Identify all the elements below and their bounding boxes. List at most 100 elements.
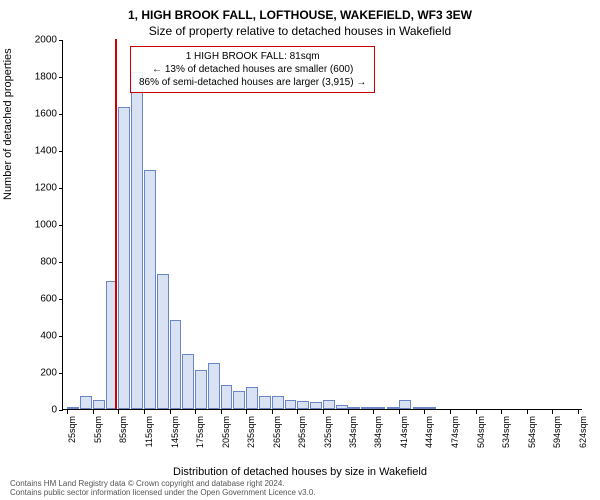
histogram-bar — [424, 407, 436, 409]
y-tick-label: 0 — [27, 405, 57, 416]
y-tick-mark — [59, 77, 63, 78]
histogram-bar — [361, 407, 373, 409]
y-tick-mark — [59, 373, 63, 374]
histogram-bar — [413, 407, 425, 409]
histogram-bar — [221, 385, 233, 409]
annotation-line-3: 86% of semi-detached houses are larger (… — [139, 76, 366, 89]
x-tick-label: 85sqm — [118, 416, 128, 456]
histogram-bar — [373, 407, 385, 409]
y-tick-mark — [59, 40, 63, 41]
x-tick-mark — [450, 410, 451, 414]
y-tick-mark — [59, 410, 63, 411]
histogram-bar — [387, 407, 399, 409]
y-tick-mark — [59, 151, 63, 152]
histogram-bar — [297, 401, 309, 409]
histogram-bar — [93, 400, 105, 409]
histogram-bar — [399, 400, 411, 409]
y-tick-label: 1400 — [27, 146, 57, 157]
x-tick-label: 444sqm — [424, 416, 434, 456]
histogram-bar — [157, 274, 169, 409]
x-tick-label: 474sqm — [450, 416, 460, 456]
x-tick-label: 175sqm — [195, 416, 205, 456]
x-tick-mark — [93, 410, 94, 414]
y-tick-label: 1800 — [27, 72, 57, 83]
x-tick-label: 534sqm — [501, 416, 511, 456]
y-tick-mark — [59, 188, 63, 189]
x-tick-mark — [399, 410, 400, 414]
histogram-bar — [208, 363, 220, 409]
x-tick-mark — [552, 410, 553, 414]
y-tick-label: 1200 — [27, 183, 57, 194]
x-tick-mark — [272, 410, 273, 414]
x-tick-label: 594sqm — [552, 416, 562, 456]
histogram-bar — [246, 387, 258, 409]
x-tick-mark — [67, 410, 68, 414]
x-tick-mark — [373, 410, 374, 414]
x-tick-label: 325sqm — [323, 416, 333, 456]
x-tick-label: 354sqm — [348, 416, 358, 456]
x-tick-label: 145sqm — [170, 416, 180, 456]
x-tick-label: 504sqm — [476, 416, 486, 456]
histogram-bar — [67, 407, 79, 409]
x-tick-label: 265sqm — [272, 416, 282, 456]
x-tick-label: 624sqm — [578, 416, 588, 456]
x-tick-mark — [170, 410, 171, 414]
property-marker-line — [115, 39, 117, 409]
chart-container: 1, HIGH BROOK FALL, LOFTHOUSE, WAKEFIELD… — [0, 0, 600, 500]
y-tick-label: 200 — [27, 368, 57, 379]
x-tick-label: 384sqm — [373, 416, 383, 456]
x-tick-label: 414sqm — [399, 416, 409, 456]
x-tick-mark — [221, 410, 222, 414]
annotation-line-2: ← 13% of detached houses are smaller (60… — [139, 63, 366, 76]
y-tick-mark — [59, 225, 63, 226]
y-tick-label: 1600 — [27, 109, 57, 120]
x-tick-mark — [297, 410, 298, 414]
x-tick-mark — [527, 410, 528, 414]
y-tick-mark — [59, 336, 63, 337]
x-tick-label: 115sqm — [144, 416, 154, 456]
footer-line-1: Contains HM Land Registry data © Crown c… — [10, 479, 590, 489]
histogram-bar — [336, 405, 348, 409]
annotation-box: 1 HIGH BROOK FALL: 81sqm ← 13% of detach… — [130, 46, 375, 93]
histogram-bar — [144, 170, 156, 409]
histogram-bar — [131, 72, 143, 409]
x-tick-mark — [323, 410, 324, 414]
x-tick-label: 564sqm — [527, 416, 537, 456]
histogram-bar — [118, 107, 130, 409]
histogram-bar — [348, 407, 360, 409]
x-tick-label: 235sqm — [246, 416, 256, 456]
x-tick-mark — [144, 410, 145, 414]
x-tick-mark — [424, 410, 425, 414]
y-tick-label: 1000 — [27, 220, 57, 231]
x-tick-label: 295sqm — [297, 416, 307, 456]
histogram-bar — [80, 396, 92, 409]
x-tick-mark — [501, 410, 502, 414]
x-tick-label: 25sqm — [67, 416, 77, 456]
x-tick-label: 55sqm — [93, 416, 103, 456]
y-tick-mark — [59, 299, 63, 300]
y-tick-label: 800 — [27, 257, 57, 268]
annotation-line-1: 1 HIGH BROOK FALL: 81sqm — [139, 50, 366, 63]
x-tick-mark — [118, 410, 119, 414]
histogram-bar — [310, 402, 322, 409]
histogram-bar — [259, 396, 271, 409]
y-tick-mark — [59, 262, 63, 263]
histogram-bar — [285, 400, 297, 409]
x-axis-label: Distribution of detached houses by size … — [0, 466, 600, 478]
x-tick-mark — [246, 410, 247, 414]
histogram-bar — [233, 391, 245, 410]
chart-area: 020040060080010001200140016001800200025s… — [62, 40, 582, 410]
x-tick-mark — [348, 410, 349, 414]
x-tick-mark — [578, 410, 579, 414]
histogram-bar — [272, 396, 284, 409]
y-tick-label: 2000 — [27, 35, 57, 46]
footer-line-2: Contains public sector information licen… — [10, 488, 590, 498]
histogram-bar — [170, 320, 182, 409]
y-tick-label: 400 — [27, 331, 57, 342]
x-tick-mark — [195, 410, 196, 414]
footer-attribution: Contains HM Land Registry data © Crown c… — [10, 479, 590, 498]
y-tick-label: 600 — [27, 294, 57, 305]
histogram-bar — [182, 354, 194, 410]
plot-region: 020040060080010001200140016001800200025s… — [62, 40, 582, 410]
chart-subtitle: Size of property relative to detached ho… — [0, 22, 600, 38]
